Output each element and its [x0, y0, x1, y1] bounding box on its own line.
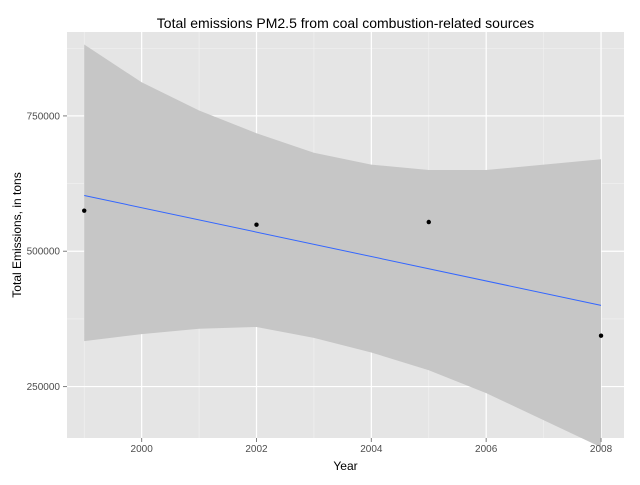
data-points — [82, 208, 604, 338]
x-tick-label: 2002 — [245, 444, 268, 455]
x-tick-label: 2006 — [475, 444, 498, 455]
data-point — [598, 333, 604, 338]
x-tick-label: 2000 — [131, 444, 154, 455]
x-tick-label: 2004 — [360, 444, 383, 455]
data-point — [82, 208, 87, 213]
trend-line — [84, 194, 602, 306]
y-axis-ticks: 250000 500000 750000 — [27, 111, 67, 393]
confidence-band — [84, 44, 601, 448]
data-point — [254, 222, 259, 227]
data-point — [426, 219, 431, 225]
x-tick-label: 2008 — [590, 444, 613, 455]
x-axis-ticks: 2000 2002 2004 2006 2008 — [131, 438, 613, 455]
y-axis-title: Total Emissions, in tons — [10, 172, 24, 297]
y-tick-label: 750000 — [27, 111, 61, 122]
y-tick-label: 250000 — [27, 382, 61, 393]
y-tick-label: 500000 — [27, 247, 61, 258]
chart-title: Total emissions PM2.5 from coal combusti… — [157, 15, 534, 31]
x-axis-title: Year — [333, 459, 357, 473]
